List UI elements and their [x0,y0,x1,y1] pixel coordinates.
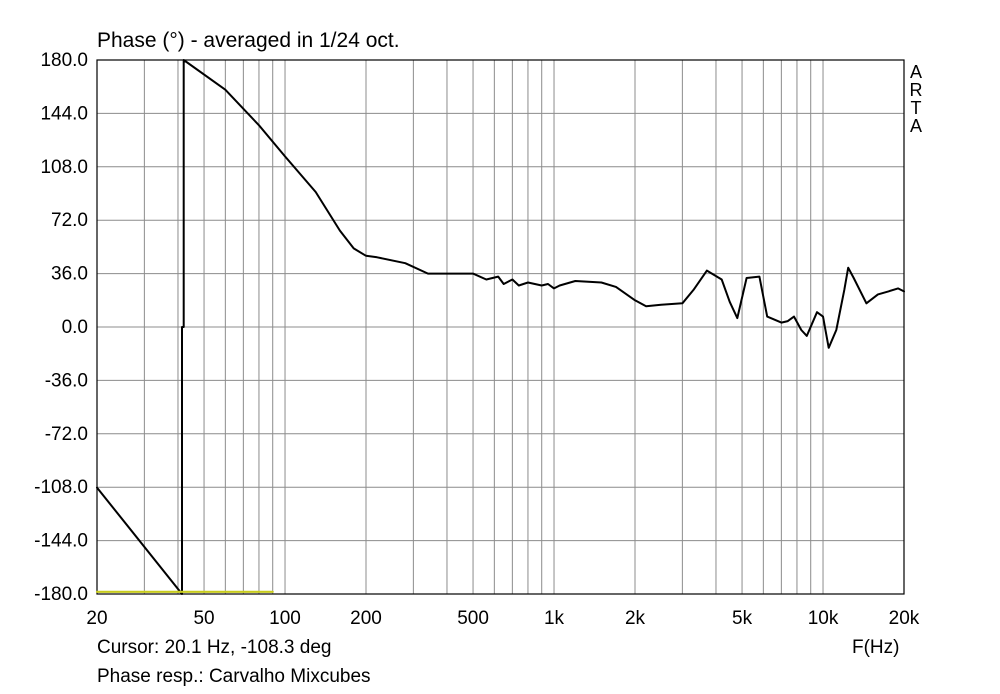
x-tick-label: 2k [625,608,646,629]
y-tick-label: 36.0 [51,264,88,285]
y-tick-label: 180.0 [40,50,88,71]
brand-letter: A [909,62,922,82]
x-tick-label: 20 [86,608,107,629]
phase-response-line [96,59,905,595]
x-tick-label: 100 [269,608,301,629]
x-tick-label: 50 [193,608,214,629]
series-caption: Phase resp.: Carvalho Mixcubes [97,666,371,687]
x-tick-label: 5k [732,608,753,629]
y-tick-label: -144.0 [34,531,88,552]
brand-letter: T [910,98,922,118]
x-axis-unit-label: F(Hz) [852,637,900,658]
x-tick-label: 10k [808,608,839,629]
y-tick-label: -108.0 [34,477,88,498]
x-tick-label: 200 [350,608,382,629]
y-tick-label: 0.0 [62,317,88,338]
y-tick-label: -180.0 [34,584,88,605]
y-tick-label: -36.0 [45,370,88,391]
chart-title: Phase (°) - averaged in 1/24 oct. [97,29,400,52]
brand-letter: A [909,116,922,136]
y-tick-label: 144.0 [40,103,88,124]
cursor-readout: Cursor: 20.1 Hz, -108.3 deg [97,637,332,658]
brand-letter: R [909,80,923,100]
x-tick-label: 20k [889,608,920,629]
arta-brand: A R T A [908,63,924,135]
x-tick-label: 1k [544,608,565,629]
plot-frame [96,59,905,595]
y-tick-label: -72.0 [45,424,88,445]
y-tick-label: 108.0 [40,157,88,178]
x-tick-label: 500 [457,608,489,629]
y-tick-label: 72.0 [51,210,88,231]
